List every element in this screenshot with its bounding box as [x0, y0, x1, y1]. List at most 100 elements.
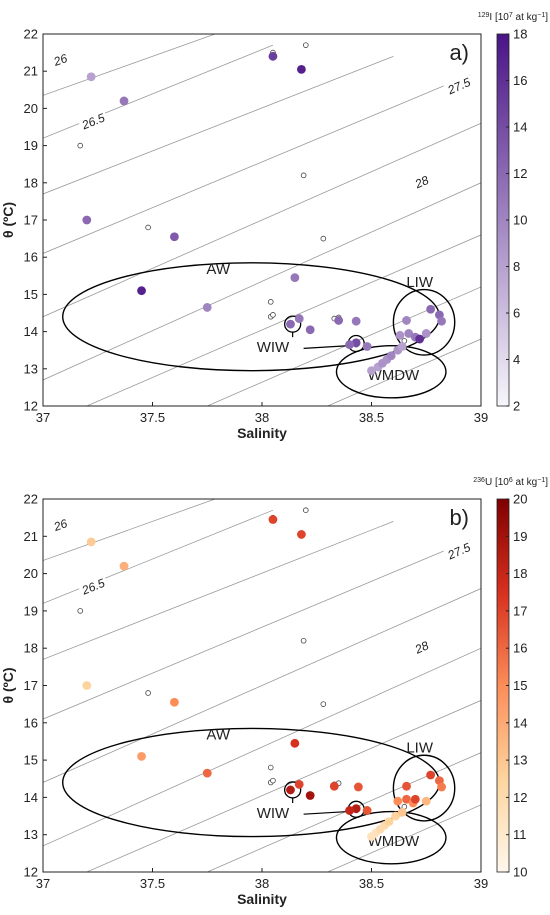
colorbar-label: 236U [106 at kg−1] — [473, 477, 548, 489]
data-point — [86, 72, 96, 82]
isopycnal-line — [43, 509, 274, 604]
water-mass-label: AW — [206, 261, 230, 278]
open-station-point — [77, 142, 84, 149]
x-tick-label: 39 — [474, 876, 488, 891]
x-axis-label: Salinity — [237, 891, 287, 907]
isopycnal-line — [43, 55, 394, 195]
data-point — [437, 316, 446, 326]
isopycnal-label: 26 — [51, 51, 70, 69]
data-point — [426, 304, 436, 314]
water-mass-liw-ellipse — [392, 754, 456, 822]
y-tick-label: 21 — [24, 64, 38, 79]
data-point — [137, 751, 146, 761]
y-tick-label: 22 — [24, 492, 38, 507]
water-mass-label: WIW — [257, 805, 290, 822]
y-tick-label: 19 — [24, 138, 38, 153]
open-station-point — [267, 764, 274, 771]
open-station-point — [270, 312, 276, 318]
colorbar-tick-label: 12 — [513, 166, 527, 181]
data-point — [386, 351, 396, 361]
data-point — [202, 768, 212, 778]
y-tick-label: 15 — [24, 753, 38, 768]
data-point — [397, 807, 407, 817]
open-station-point — [300, 637, 307, 644]
open-station-point — [145, 690, 151, 696]
data-point — [402, 781, 411, 791]
y-tick-label: 19 — [24, 603, 38, 618]
colorbar-tick-label: 12 — [513, 790, 527, 805]
data-point — [384, 817, 394, 827]
isopycnal-label: 28 — [412, 638, 431, 657]
isopycnal-line — [327, 804, 481, 872]
colorbar-tick-label: 19 — [513, 529, 527, 544]
data-point — [391, 811, 400, 821]
data-point — [286, 785, 295, 795]
isopycnal-label: 28 — [412, 173, 431, 192]
open-station-point — [320, 235, 327, 242]
colorbar-tick-label: 4 — [513, 352, 520, 367]
data-point — [286, 319, 295, 329]
data-point — [397, 342, 407, 351]
y-tick-label: 20 — [24, 566, 38, 581]
y-tick-label: 15 — [24, 287, 38, 302]
data-point — [404, 329, 414, 338]
y-tick-label: 18 — [24, 175, 38, 190]
colorbar-tick-label: 13 — [513, 753, 527, 768]
colorbar-tick-label: 16 — [513, 73, 527, 88]
data-point — [402, 316, 411, 325]
y-tick-label: 14 — [24, 324, 38, 339]
data-point — [345, 806, 354, 815]
data-point — [294, 779, 304, 789]
x-tick-label: 39 — [474, 410, 488, 425]
water-mass-wmdw-ellipse — [335, 345, 447, 399]
data-point — [170, 697, 179, 707]
x-tick-label: 37 — [36, 410, 50, 425]
water-mass-label: LIW — [406, 740, 434, 757]
data-point — [170, 232, 179, 242]
x-axis-label: Salinity — [237, 425, 287, 441]
data-point — [137, 286, 146, 296]
x-tick-label: 38 — [255, 876, 269, 891]
colorbar-tick-label: 17 — [513, 603, 527, 618]
data-point — [329, 781, 339, 791]
x-tick-label: 38.5 — [359, 876, 384, 891]
data-point — [268, 51, 278, 61]
water-mass-aw-ellipse — [62, 262, 441, 372]
colorbar-tick-label: 18 — [513, 27, 527, 42]
colorbar-tick-label: 6 — [513, 306, 520, 321]
y-tick-label: 18 — [24, 641, 38, 656]
isopycnal-line — [43, 44, 274, 139]
data-point — [119, 96, 129, 106]
water-mass-aw-ellipse — [62, 727, 441, 838]
data-point — [415, 334, 425, 344]
open-station-point — [320, 701, 327, 707]
data-point — [410, 794, 420, 804]
y-tick-label: 16 — [24, 250, 38, 265]
panel-label: b) — [449, 505, 469, 530]
open-station-point — [302, 42, 309, 48]
colorbar-tick-label: 10 — [513, 213, 527, 228]
y-axis-label: θ (ºC) — [0, 667, 16, 703]
data-point — [305, 325, 315, 335]
y-tick-label: 21 — [24, 529, 38, 544]
isopycnal-line — [43, 34, 217, 96]
data-point — [353, 782, 363, 792]
isopycnal-line — [43, 74, 471, 254]
data-point — [290, 273, 300, 283]
y-tick-label: 13 — [24, 827, 38, 842]
isopycnal-line — [86, 234, 481, 406]
x-tick-label: 37 — [36, 876, 50, 891]
data-point — [421, 796, 431, 806]
data-point — [437, 782, 446, 792]
isopycnal-label: 26 — [51, 516, 70, 534]
y-tick-label: 16 — [24, 715, 38, 730]
isopycnal-line — [327, 338, 481, 406]
data-point — [345, 340, 354, 350]
data-point — [393, 796, 403, 806]
colorbar-tick-label: 16 — [513, 641, 527, 656]
y-tick-label: 17 — [24, 213, 38, 228]
data-point — [334, 316, 344, 325]
